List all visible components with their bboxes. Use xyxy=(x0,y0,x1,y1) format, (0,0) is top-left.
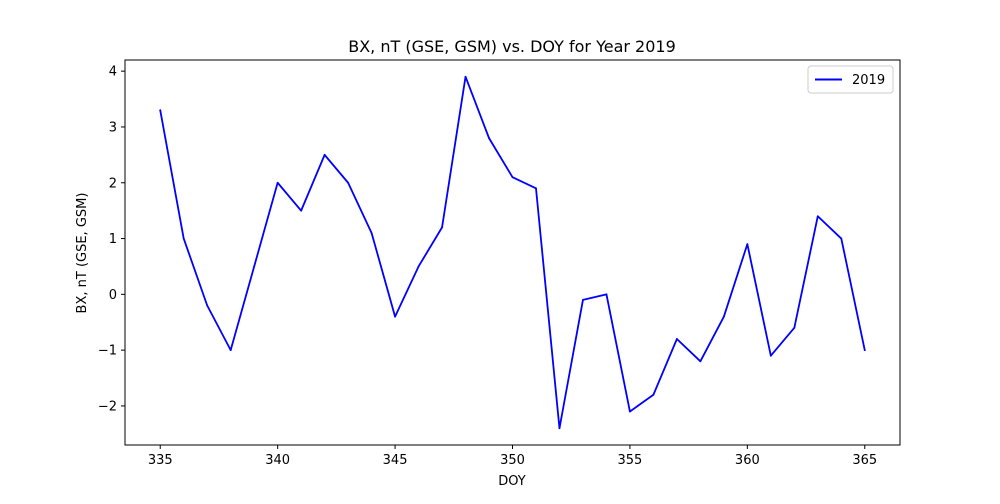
data-point xyxy=(206,304,209,307)
x-tick-label: 360 xyxy=(735,453,760,468)
data-point xyxy=(722,315,725,318)
data-point xyxy=(182,237,185,240)
series-line-2019 xyxy=(159,75,866,430)
data-point xyxy=(629,410,631,413)
data-point xyxy=(441,226,443,229)
x-tick-label: 350 xyxy=(500,453,525,468)
plot-area xyxy=(159,75,866,430)
x-tick-label: 365 xyxy=(852,453,877,468)
data-point xyxy=(769,354,772,357)
data-point xyxy=(347,181,350,184)
data-point xyxy=(793,326,796,329)
data-point xyxy=(511,176,514,179)
chart-title: BX, nT (GSE, GSM) vs. DOY for Year 2019 xyxy=(348,37,676,56)
data-point xyxy=(558,427,561,430)
y-tick-label: −1 xyxy=(98,344,117,359)
data-point xyxy=(699,360,702,363)
plot-frame xyxy=(124,59,901,446)
data-point xyxy=(605,293,608,296)
y-axis-title: BX, nT (GSE, GSM) xyxy=(75,193,90,314)
y-tick-label: 2 xyxy=(109,176,117,191)
y-tick-label: −2 xyxy=(98,399,117,414)
data-point xyxy=(417,265,420,268)
data-point xyxy=(488,137,490,140)
data-point xyxy=(394,315,396,318)
y-tick-label: 4 xyxy=(109,65,117,80)
data-point xyxy=(323,153,326,156)
x-tick-label: 335 xyxy=(148,453,173,468)
data-point xyxy=(746,243,749,246)
data-point xyxy=(582,299,584,301)
data-point xyxy=(370,232,373,234)
y-tick-label: 0 xyxy=(109,288,117,303)
data-point xyxy=(816,215,819,218)
legend: 2019 xyxy=(807,65,894,94)
x-axis: 335 340 345 350 355 360 365 xyxy=(148,445,877,468)
x-tick-label: 355 xyxy=(618,453,643,468)
x-tick-label: 340 xyxy=(265,453,290,468)
data-point xyxy=(535,187,537,190)
data-point xyxy=(652,393,655,396)
x-tick-label: 345 xyxy=(383,453,408,468)
data-point xyxy=(159,109,162,112)
data-point xyxy=(253,265,256,268)
y-axis: −2 −1 0 1 2 3 4 xyxy=(98,65,125,414)
y-tick-label: 1 xyxy=(109,232,117,247)
y-tick-label: 3 xyxy=(109,120,117,135)
legend-label: 2019 xyxy=(852,73,885,88)
data-point xyxy=(229,349,232,352)
data-point xyxy=(464,75,467,78)
data-point xyxy=(675,338,678,340)
data-point xyxy=(300,209,303,212)
data-point xyxy=(276,181,279,184)
legend-box xyxy=(807,65,894,94)
data-point xyxy=(840,237,843,240)
x-axis-title: DOY xyxy=(498,474,526,489)
data-point xyxy=(863,349,866,352)
